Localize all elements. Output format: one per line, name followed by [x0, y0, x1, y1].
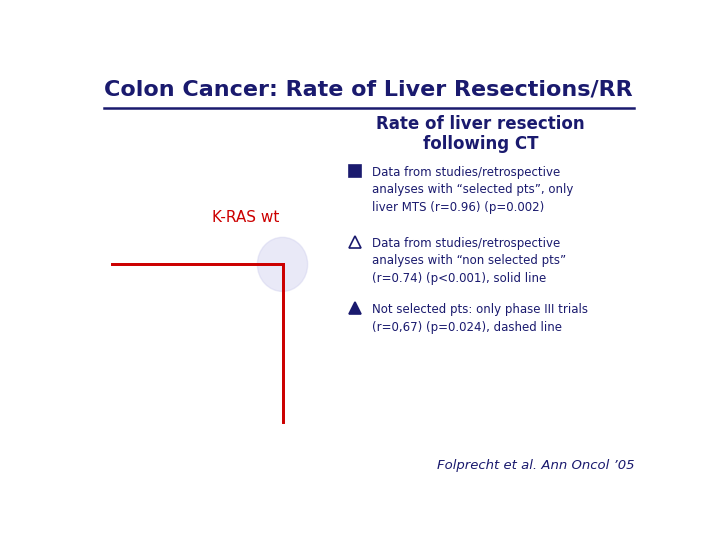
Text: K-RAS wt: K-RAS wt [212, 210, 280, 225]
Text: Colon Cancer: Rate of Liver Resections/RR: Colon Cancer: Rate of Liver Resections/R… [104, 79, 633, 99]
Text: Data from studies/retrospective
analyses with “selected pts”, only
liver MTS (r=: Data from studies/retrospective analyses… [372, 166, 573, 214]
Ellipse shape [258, 238, 307, 292]
Text: Rate of liver resection
following CT: Rate of liver resection following CT [377, 114, 585, 153]
Text: Data from studies/retrospective
analyses with “non selected pts”
(r=0.74) (p<0.0: Data from studies/retrospective analyses… [372, 237, 566, 285]
Text: Folprecht et al. Ann Oncol ’05: Folprecht et al. Ann Oncol ’05 [436, 460, 634, 472]
Text: Not selected pts: only phase III trials
(r=0,67) (p=0.024), dashed line: Not selected pts: only phase III trials … [372, 303, 588, 334]
